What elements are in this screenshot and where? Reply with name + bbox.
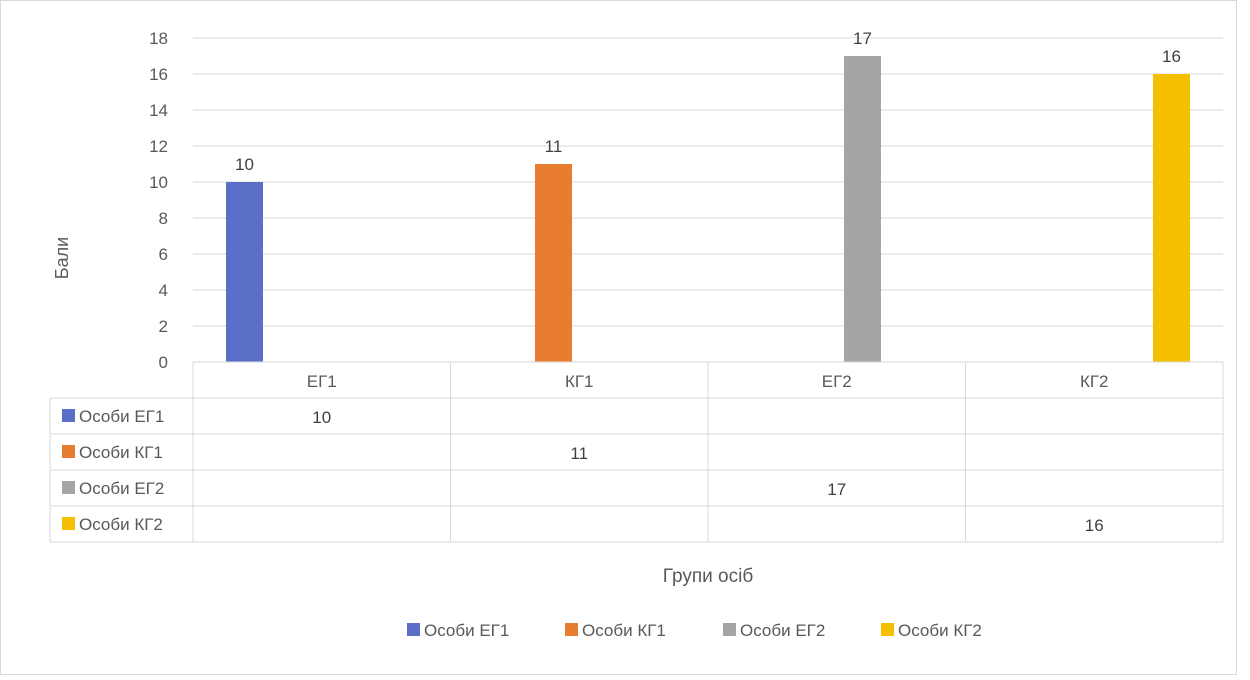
table-legend-key	[62, 409, 75, 422]
y-tick-label: 18	[149, 29, 168, 48]
data-label: 16	[1162, 47, 1181, 66]
table-series-name: Особи ЕГ1	[79, 407, 164, 426]
table-legend-key	[62, 517, 75, 530]
data-table: ЕГ1 КГ1 ЕГ2 КГ2 Особи ЕГ1 10 Особи КГ1 11 Особи …	[49, 361, 1224, 543]
table-series-name: Особи КГ2	[79, 515, 163, 534]
y-tick-label: 4	[159, 281, 168, 300]
x-axis-label: Групи осіб	[663, 566, 754, 587]
y-tick-label: 12	[149, 137, 168, 156]
x-tick-label: КГ2	[1080, 372, 1109, 391]
bar	[844, 56, 881, 362]
y-tick-label: 6	[159, 245, 168, 264]
legend-key	[565, 623, 578, 636]
table-legend-key	[62, 445, 75, 458]
legend-label: Особи ЕГ2	[740, 621, 825, 640]
table-cell: 16	[1085, 516, 1104, 535]
legend: Особи ЕГ1 Особи КГ1 Особи ЕГ2 Особи КГ2	[407, 621, 982, 640]
data-label: 10	[235, 155, 254, 174]
y-axis-ticks: 0 2 4 6 8 10 12 14 16 18	[149, 29, 168, 372]
y-tick-label: 0	[159, 353, 168, 372]
bar	[535, 164, 572, 362]
table-cell: 17	[827, 480, 846, 499]
bars	[226, 56, 1190, 362]
legend-label: Особи ЕГ1	[424, 621, 509, 640]
legend-label: Особи КГ1	[582, 621, 666, 640]
legend-label: Особи КГ2	[898, 621, 982, 640]
bar	[226, 182, 263, 362]
gridlines	[193, 37, 1223, 327]
y-axis-label: Бали	[52, 237, 72, 279]
table-cell: 10	[312, 408, 331, 427]
table-series-name: Особи ЕГ2	[79, 479, 164, 498]
data-label: 17	[853, 29, 872, 48]
x-tick-label: ЕГ1	[307, 372, 337, 391]
x-tick-label: КГ1	[565, 372, 594, 391]
data-labels: 10 11 17 16	[235, 29, 1181, 174]
table-legend-key	[62, 481, 75, 494]
y-tick-label: 16	[149, 65, 168, 84]
y-tick-label: 2	[159, 317, 168, 336]
data-label: 11	[545, 137, 563, 156]
legend-key	[407, 623, 420, 636]
y-tick-label: 10	[149, 173, 168, 192]
table-cell: 11	[570, 444, 588, 463]
bar	[1153, 74, 1190, 362]
y-tick-label: 8	[159, 209, 168, 228]
legend-key	[723, 623, 736, 636]
y-tick-label: 14	[149, 101, 168, 120]
x-tick-label: ЕГ2	[822, 372, 852, 391]
table-series-name: Особи КГ1	[79, 443, 163, 462]
legend-key	[881, 623, 894, 636]
